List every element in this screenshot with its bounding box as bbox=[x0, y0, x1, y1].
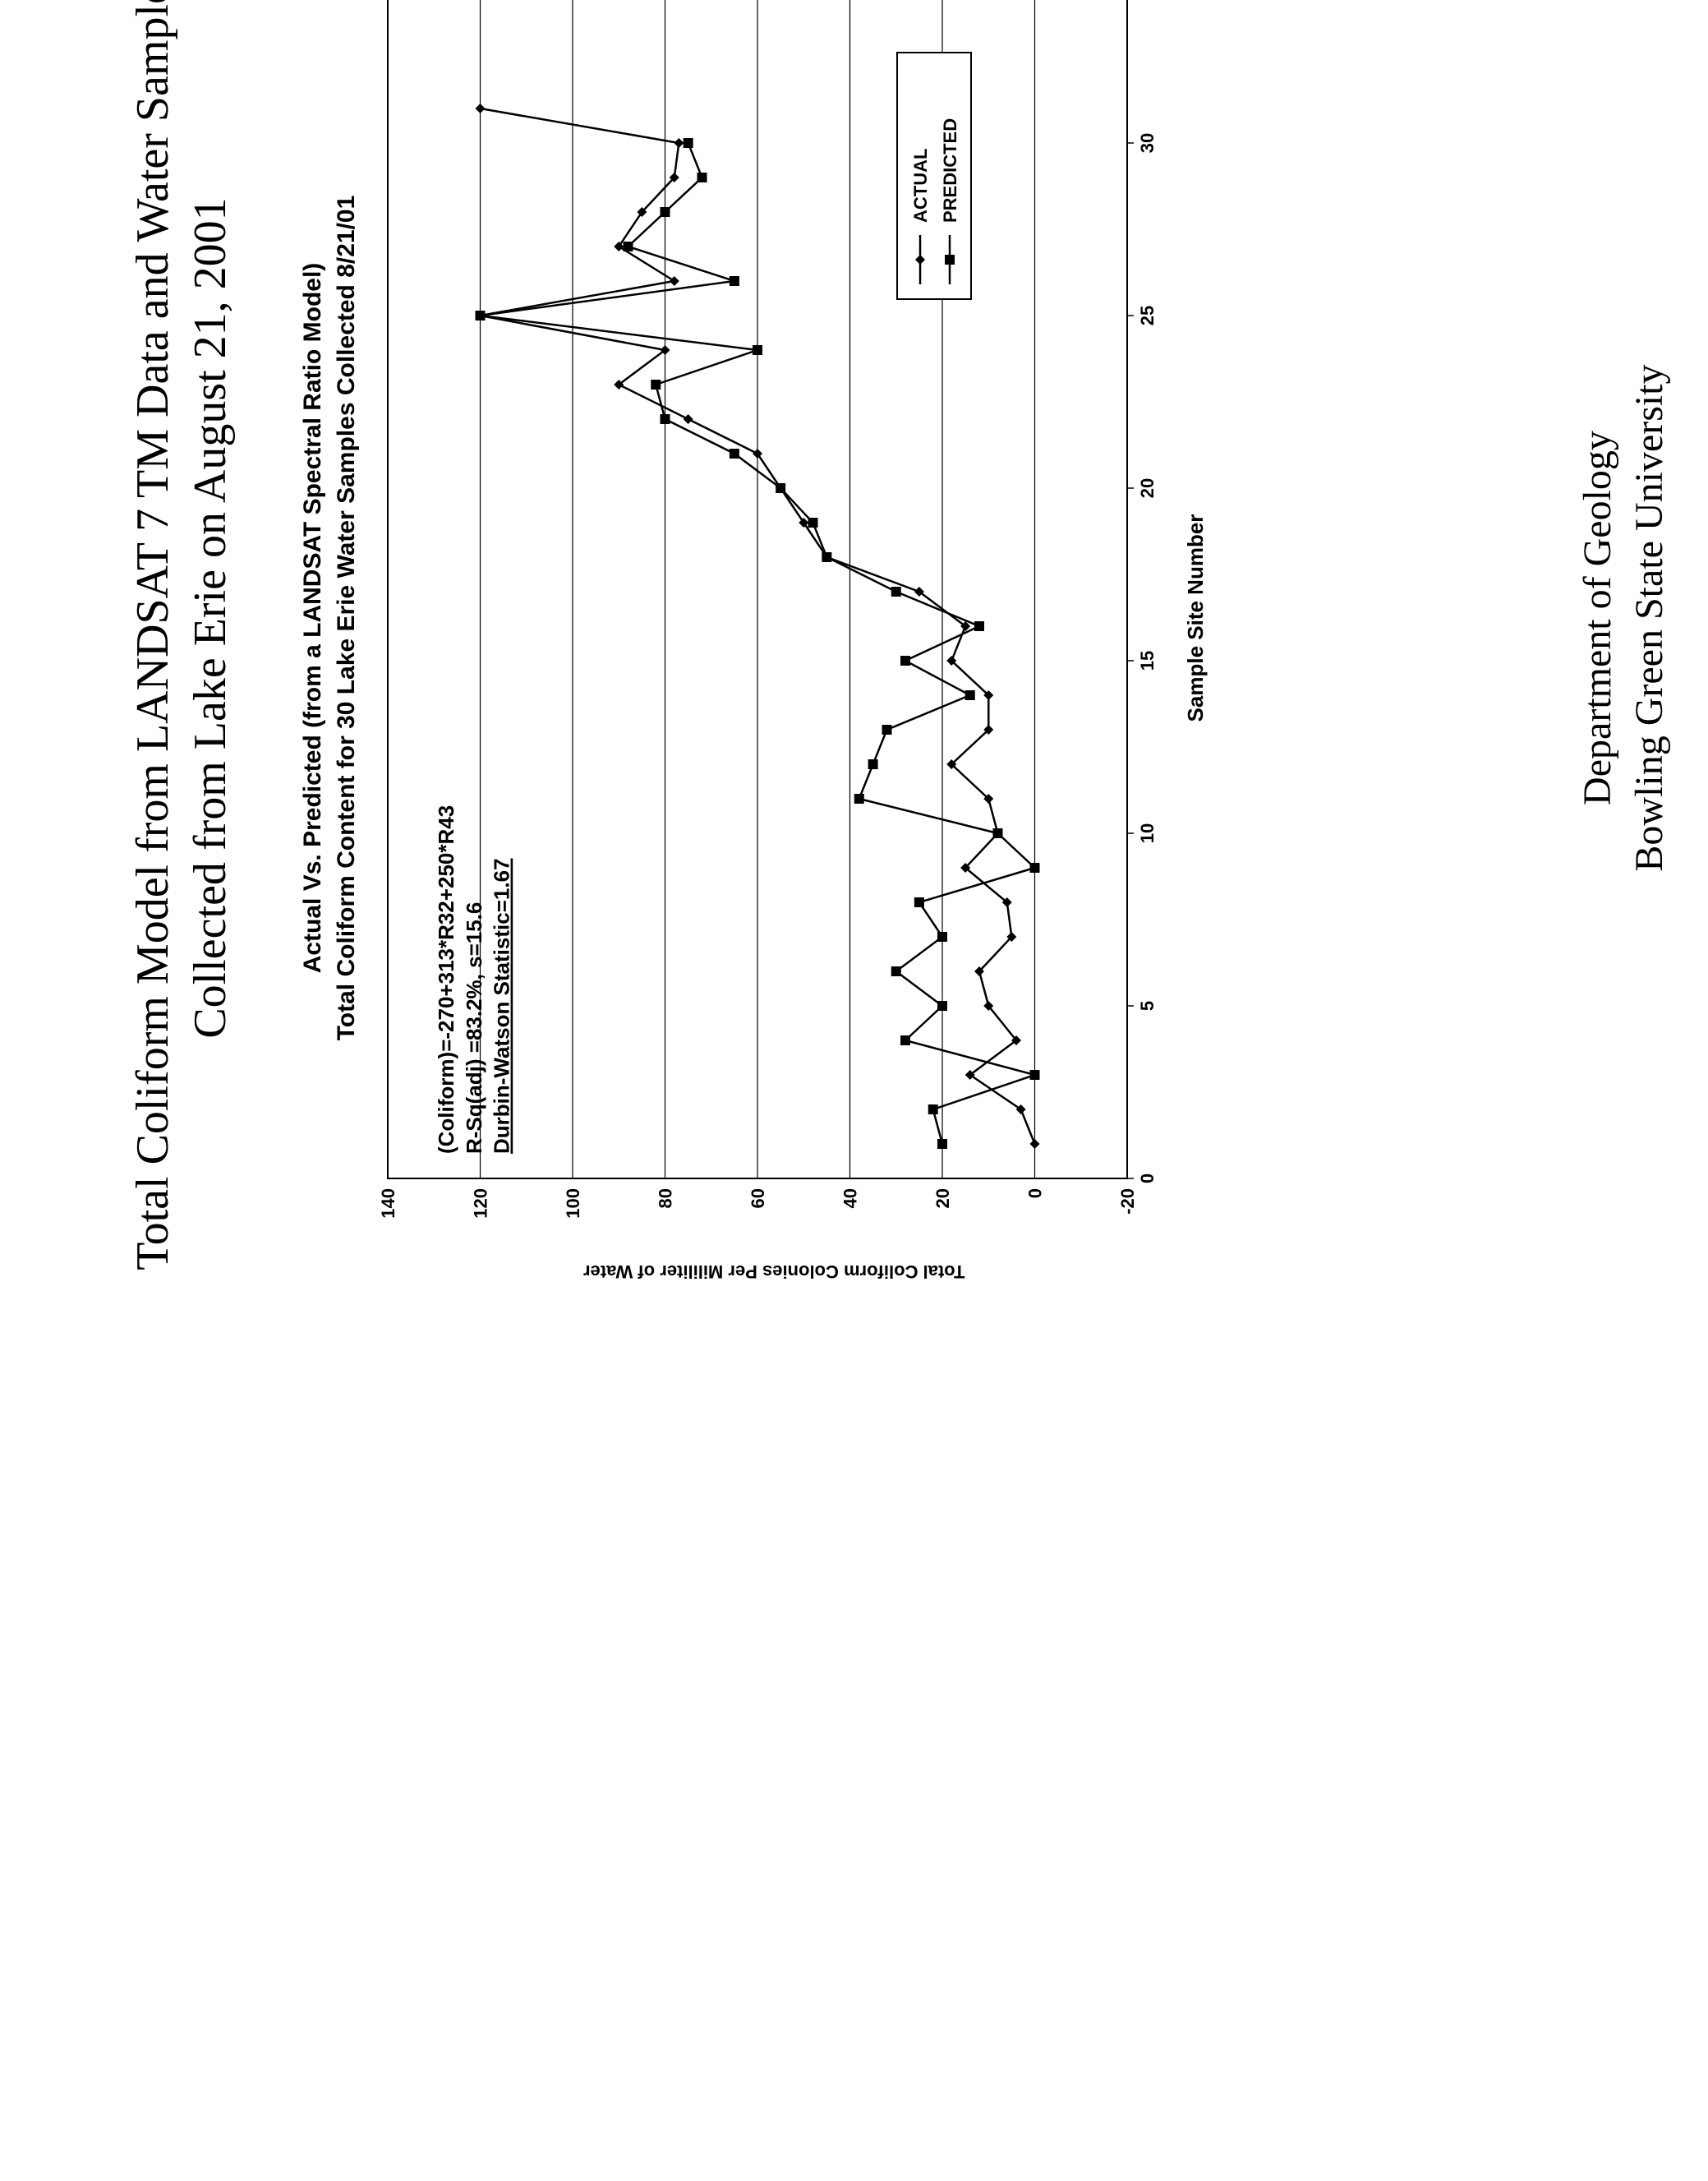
x-axis-label: Sample Site Number bbox=[1183, 514, 1208, 722]
svg-text:0: 0 bbox=[1025, 1188, 1046, 1198]
svg-text:-20: -20 bbox=[1117, 1188, 1138, 1215]
svg-text:30: 30 bbox=[1137, 133, 1158, 153]
svg-text:140: 140 bbox=[378, 1188, 398, 1219]
svg-text:Durbin-Watson Statistic=1.67: Durbin-Watson Statistic=1.67 bbox=[490, 859, 514, 1155]
svg-text:5: 5 bbox=[1137, 1001, 1158, 1011]
page: Figure 1 Total Coliform Model from LANDS… bbox=[0, 0, 1708, 2181]
svg-text:25: 25 bbox=[1137, 306, 1158, 325]
y-axis-label: Total Coliform Colonies Per Mililiter of… bbox=[583, 1261, 964, 1282]
svg-text:40: 40 bbox=[840, 1188, 861, 1208]
svg-text:80: 80 bbox=[656, 1188, 676, 1208]
svg-text:(Coliform)=-270+313*R32+250*R4: (Coliform)=-270+313*R32+250*R43 bbox=[434, 805, 458, 1154]
svg-text:15: 15 bbox=[1137, 651, 1158, 671]
line-chart: -2002040608010012014005101520253035(Coli… bbox=[371, 0, 1176, 1252]
footer: Department of Geology Bowling Green Stat… bbox=[1572, 364, 1675, 871]
svg-text:100: 100 bbox=[563, 1188, 583, 1219]
svg-text:20: 20 bbox=[1137, 478, 1158, 498]
svg-text:0: 0 bbox=[1137, 1173, 1158, 1183]
svg-text:ACTUAL: ACTUAL bbox=[910, 149, 931, 223]
svg-text:10: 10 bbox=[1137, 823, 1158, 843]
page-title-line2: Collected from Lake Erie on August 21, 2… bbox=[182, 197, 239, 1038]
chart-title-line2: Total Coliform Content for 30 Lake Erie … bbox=[330, 196, 364, 1041]
plot-row: Total Coliform Colonies Per Mililiter of… bbox=[371, 0, 1176, 1282]
svg-text:120: 120 bbox=[471, 1188, 491, 1219]
footer-dept: Department of Geology bbox=[1572, 364, 1623, 871]
chart-title-line1: Actual Vs. Predicted (from a LANDSAT Spe… bbox=[297, 263, 330, 974]
chart-container: Actual Vs. Predicted (from a LANDSAT Spe… bbox=[297, 0, 1208, 1282]
svg-text:60: 60 bbox=[748, 1188, 768, 1208]
footer-univ: Bowling Green State University bbox=[1624, 364, 1675, 871]
content: Figure 1 Total Coliform Model from LANDS… bbox=[0, 0, 1708, 1708]
svg-text:20: 20 bbox=[932, 1188, 953, 1208]
page-title-line1: Total Coliform Model from LANDSAT 7 TM D… bbox=[124, 0, 182, 1270]
svg-text:R-Sq(adj) =83.2%, s=15.6: R-Sq(adj) =83.2%, s=15.6 bbox=[462, 902, 486, 1154]
svg-text:PREDICTED: PREDICTED bbox=[940, 118, 960, 223]
